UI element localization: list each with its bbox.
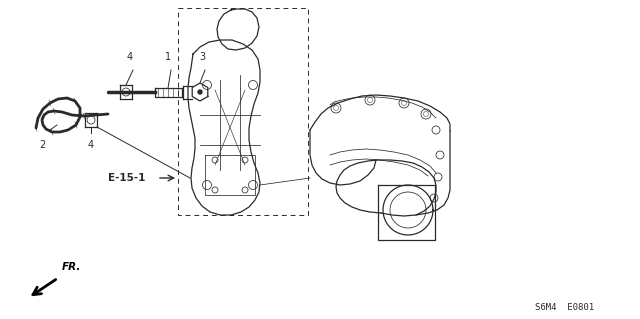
Text: 2: 2 [39, 140, 45, 150]
Text: FR.: FR. [62, 262, 81, 272]
Bar [178, 8, 308, 215]
Circle shape [198, 90, 202, 94]
Text: 3: 3 [199, 52, 205, 62]
Text: S6M4  E0801: S6M4 E0801 [536, 303, 595, 313]
Text: 4: 4 [88, 140, 94, 150]
Text: 1: 1 [165, 52, 171, 62]
Text: E-15-1: E-15-1 [108, 173, 145, 183]
Text: 4: 4 [127, 52, 133, 62]
